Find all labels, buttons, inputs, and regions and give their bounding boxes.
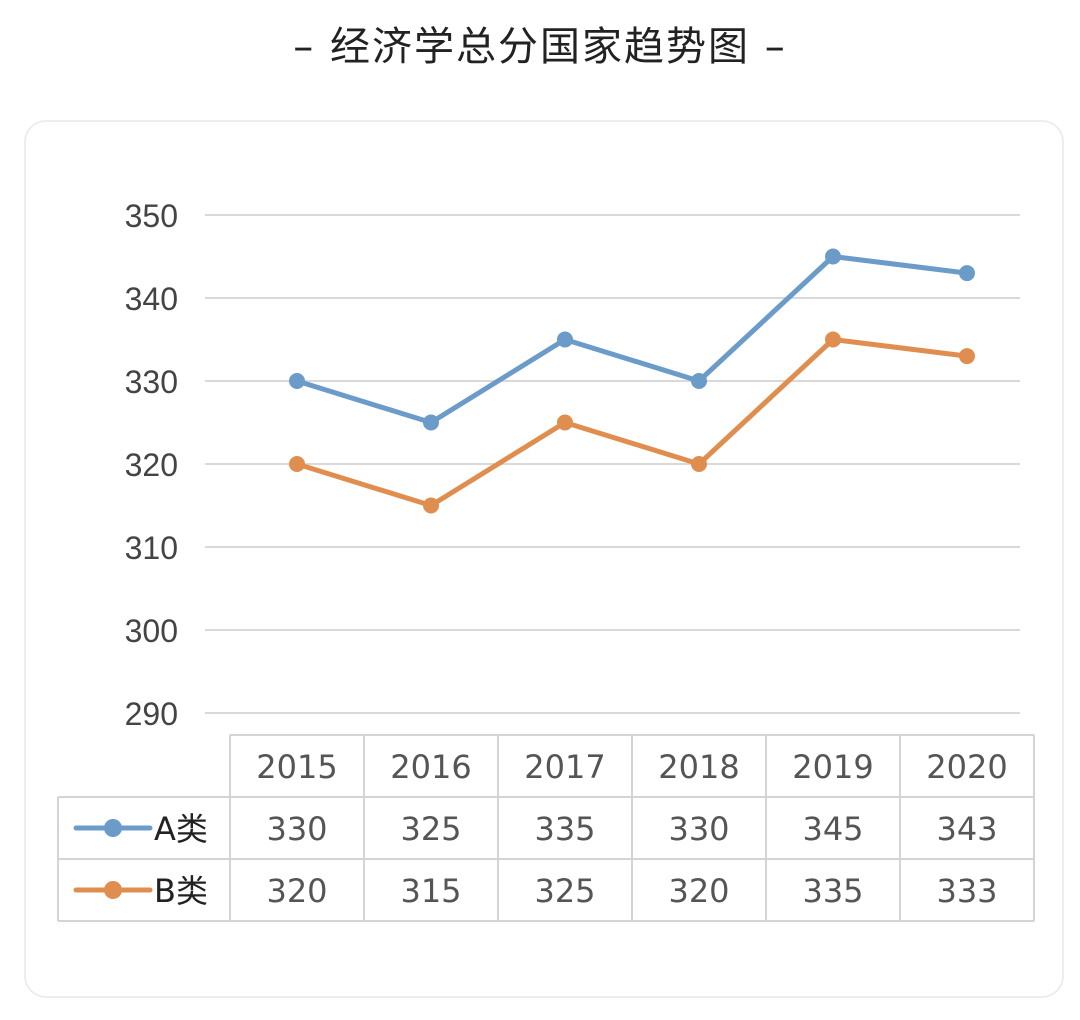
table-cell-a-2018: 330: [668, 810, 729, 848]
table-header-2020: 2020: [926, 748, 1007, 786]
legend-label-a: A类: [154, 810, 208, 848]
series-lines: [289, 248, 975, 514]
table-cell-b-2015: 320: [266, 872, 327, 910]
data-point-b-2019: [825, 331, 841, 348]
table-header-2019: 2019: [792, 748, 873, 786]
table-header-2016: 2016: [390, 748, 471, 786]
data-point-b-2016: [423, 497, 439, 514]
table-cell-a-2019: 345: [802, 810, 863, 848]
data-point-a-2020: [959, 265, 975, 282]
y-tick-label-310: 310: [125, 530, 178, 566]
legend-label-b: B类: [154, 872, 208, 910]
y-tick-label-330: 330: [125, 364, 178, 400]
series-line-a: [294, 254, 970, 425]
gridlines: [205, 214, 1020, 714]
data-point-a-2018: [691, 373, 707, 389]
table-cell-b-2019: 335: [802, 872, 863, 910]
table-cell-b-2017: 325: [534, 872, 595, 910]
data-point-a-2015: [289, 373, 305, 389]
data-point-a-2017: [557, 331, 573, 348]
y-tick-label-290: 290: [125, 696, 178, 732]
data-point-b-2015: [289, 456, 305, 472]
data-point-b-2017: [557, 414, 573, 431]
y-tick-label-320: 320: [125, 447, 178, 483]
series-line-b: [294, 337, 970, 508]
table-cell-b-2020: 333: [936, 872, 997, 910]
legend-swatch-marker-a: [104, 819, 122, 837]
y-tick-label-300: 300: [125, 613, 178, 649]
table-cell-a-2017: 335: [534, 810, 595, 848]
y-axis-ticks: 350 340 330 320 310 300 290: [125, 198, 178, 732]
table-header-2017: 2017: [524, 748, 605, 786]
chart-card: [24, 120, 1064, 998]
table-cell-a-2015: 330: [266, 810, 327, 848]
data-point-a-2016: [423, 414, 439, 431]
table-cell-a-2020: 343: [936, 810, 997, 848]
y-tick-label-350: 350: [125, 198, 178, 234]
data-table: 2015 2016 2017 2018 2019 2020 A类 330 325 335 330 34…: [57, 734, 1035, 922]
data-point-a-2019: [825, 248, 841, 265]
data-point-b-2020: [959, 348, 975, 365]
legend-swatch-marker-b: [104, 881, 122, 899]
y-tick-label-340: 340: [125, 281, 178, 317]
table-header-2018: 2018: [658, 748, 739, 786]
table-header-2015: 2015: [256, 748, 337, 786]
data-point-b-2018: [691, 456, 707, 472]
table-cell-b-2018: 320: [668, 872, 729, 910]
table-cell-b-2016: 315: [400, 872, 461, 910]
page-title: – 经济学总分国家趋势图 –: [293, 24, 787, 70]
table-cell-a-2016: 325: [400, 810, 461, 848]
